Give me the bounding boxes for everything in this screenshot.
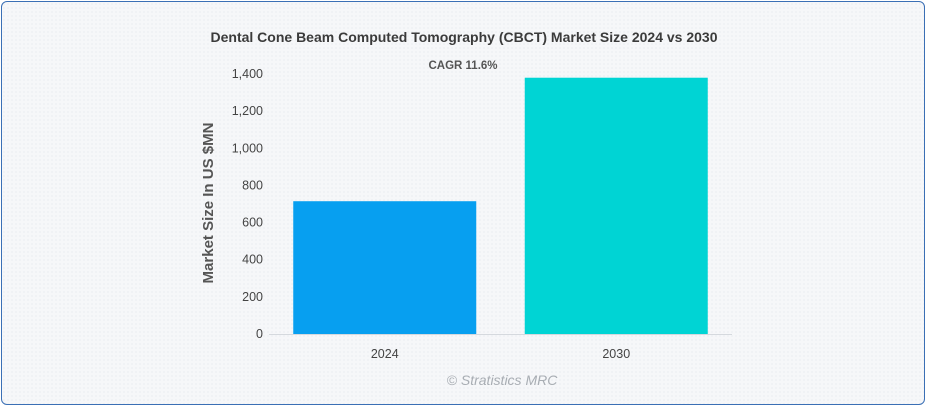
y-axis-ticks: 0 200 400 600 800 1,000 1,200 1,400 xyxy=(232,67,263,341)
cagr-annotation: CAGR 11.6% xyxy=(428,60,497,72)
y-tick-label: 200 xyxy=(242,290,263,304)
y-tick-label: 0 xyxy=(256,327,263,341)
y-tick-label: 1,400 xyxy=(232,67,263,81)
y-axis-label: Market Size In US $MN xyxy=(200,123,217,284)
y-tick-label: 1,000 xyxy=(232,141,263,155)
chart-frame: Dental Cone Beam Computed Tomography (CB… xyxy=(1,1,925,405)
bars-group xyxy=(293,77,708,334)
x-tick-label: 2030 xyxy=(602,347,630,361)
y-tick-label: 1,200 xyxy=(232,104,263,118)
bar-2030 xyxy=(524,77,708,334)
y-tick-label: 600 xyxy=(242,216,263,230)
bar-chart: Dental Cone Beam Computed Tomography (CB… xyxy=(200,29,732,388)
watermark: © Stratistics MRC xyxy=(447,372,559,388)
y-tick-label: 400 xyxy=(242,253,263,267)
chart-title: Dental Cone Beam Computed Tomography (CB… xyxy=(211,29,718,45)
y-tick-label: 800 xyxy=(242,178,263,192)
bar-2024 xyxy=(293,201,477,334)
x-tick-label: 2024 xyxy=(371,347,399,361)
x-axis-ticks: 2024 2030 xyxy=(371,347,630,361)
